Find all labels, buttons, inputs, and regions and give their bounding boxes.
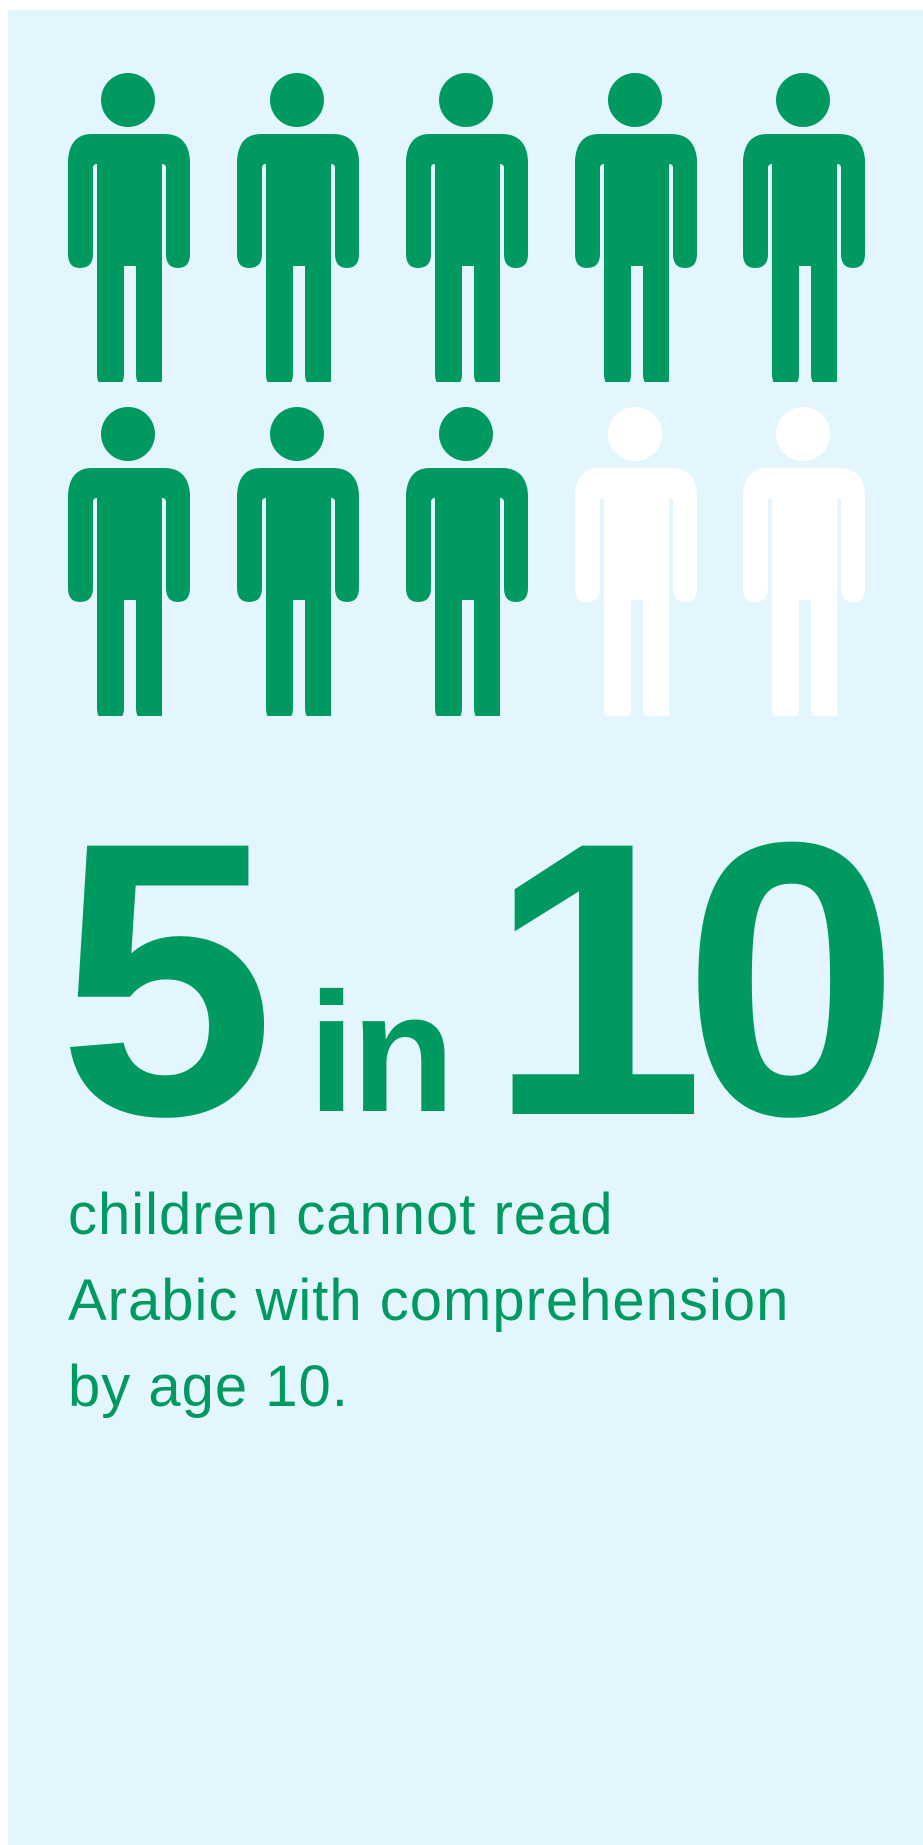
- person-icon: [235, 406, 365, 716]
- person-icon: [741, 72, 871, 382]
- person-icon: [404, 72, 534, 382]
- people-icon-grid: [8, 10, 923, 730]
- caption-line-2: Arabic with comprehension: [68, 1268, 790, 1333]
- person-icon: [404, 406, 534, 716]
- person-icon: [235, 72, 365, 382]
- person-icon: [66, 72, 196, 382]
- caption-line-3: by age 10.: [68, 1354, 349, 1419]
- person-icon: [573, 72, 703, 382]
- stat-denominator: 10: [488, 761, 900, 1197]
- person-icon: [66, 406, 196, 716]
- person-icon: [741, 406, 871, 716]
- stat-caption: children cannot read Arabic with compreh…: [68, 1172, 923, 1430]
- statistic-headline: 5 in 10: [58, 780, 918, 1174]
- stat-connector: in: [308, 958, 455, 1148]
- person-icon: [573, 406, 703, 716]
- infographic-panel: 5 in 10 children cannot read Arabic with…: [8, 10, 923, 1845]
- stat-numerator: 5: [58, 761, 275, 1197]
- caption-line-1: children cannot read: [68, 1182, 614, 1247]
